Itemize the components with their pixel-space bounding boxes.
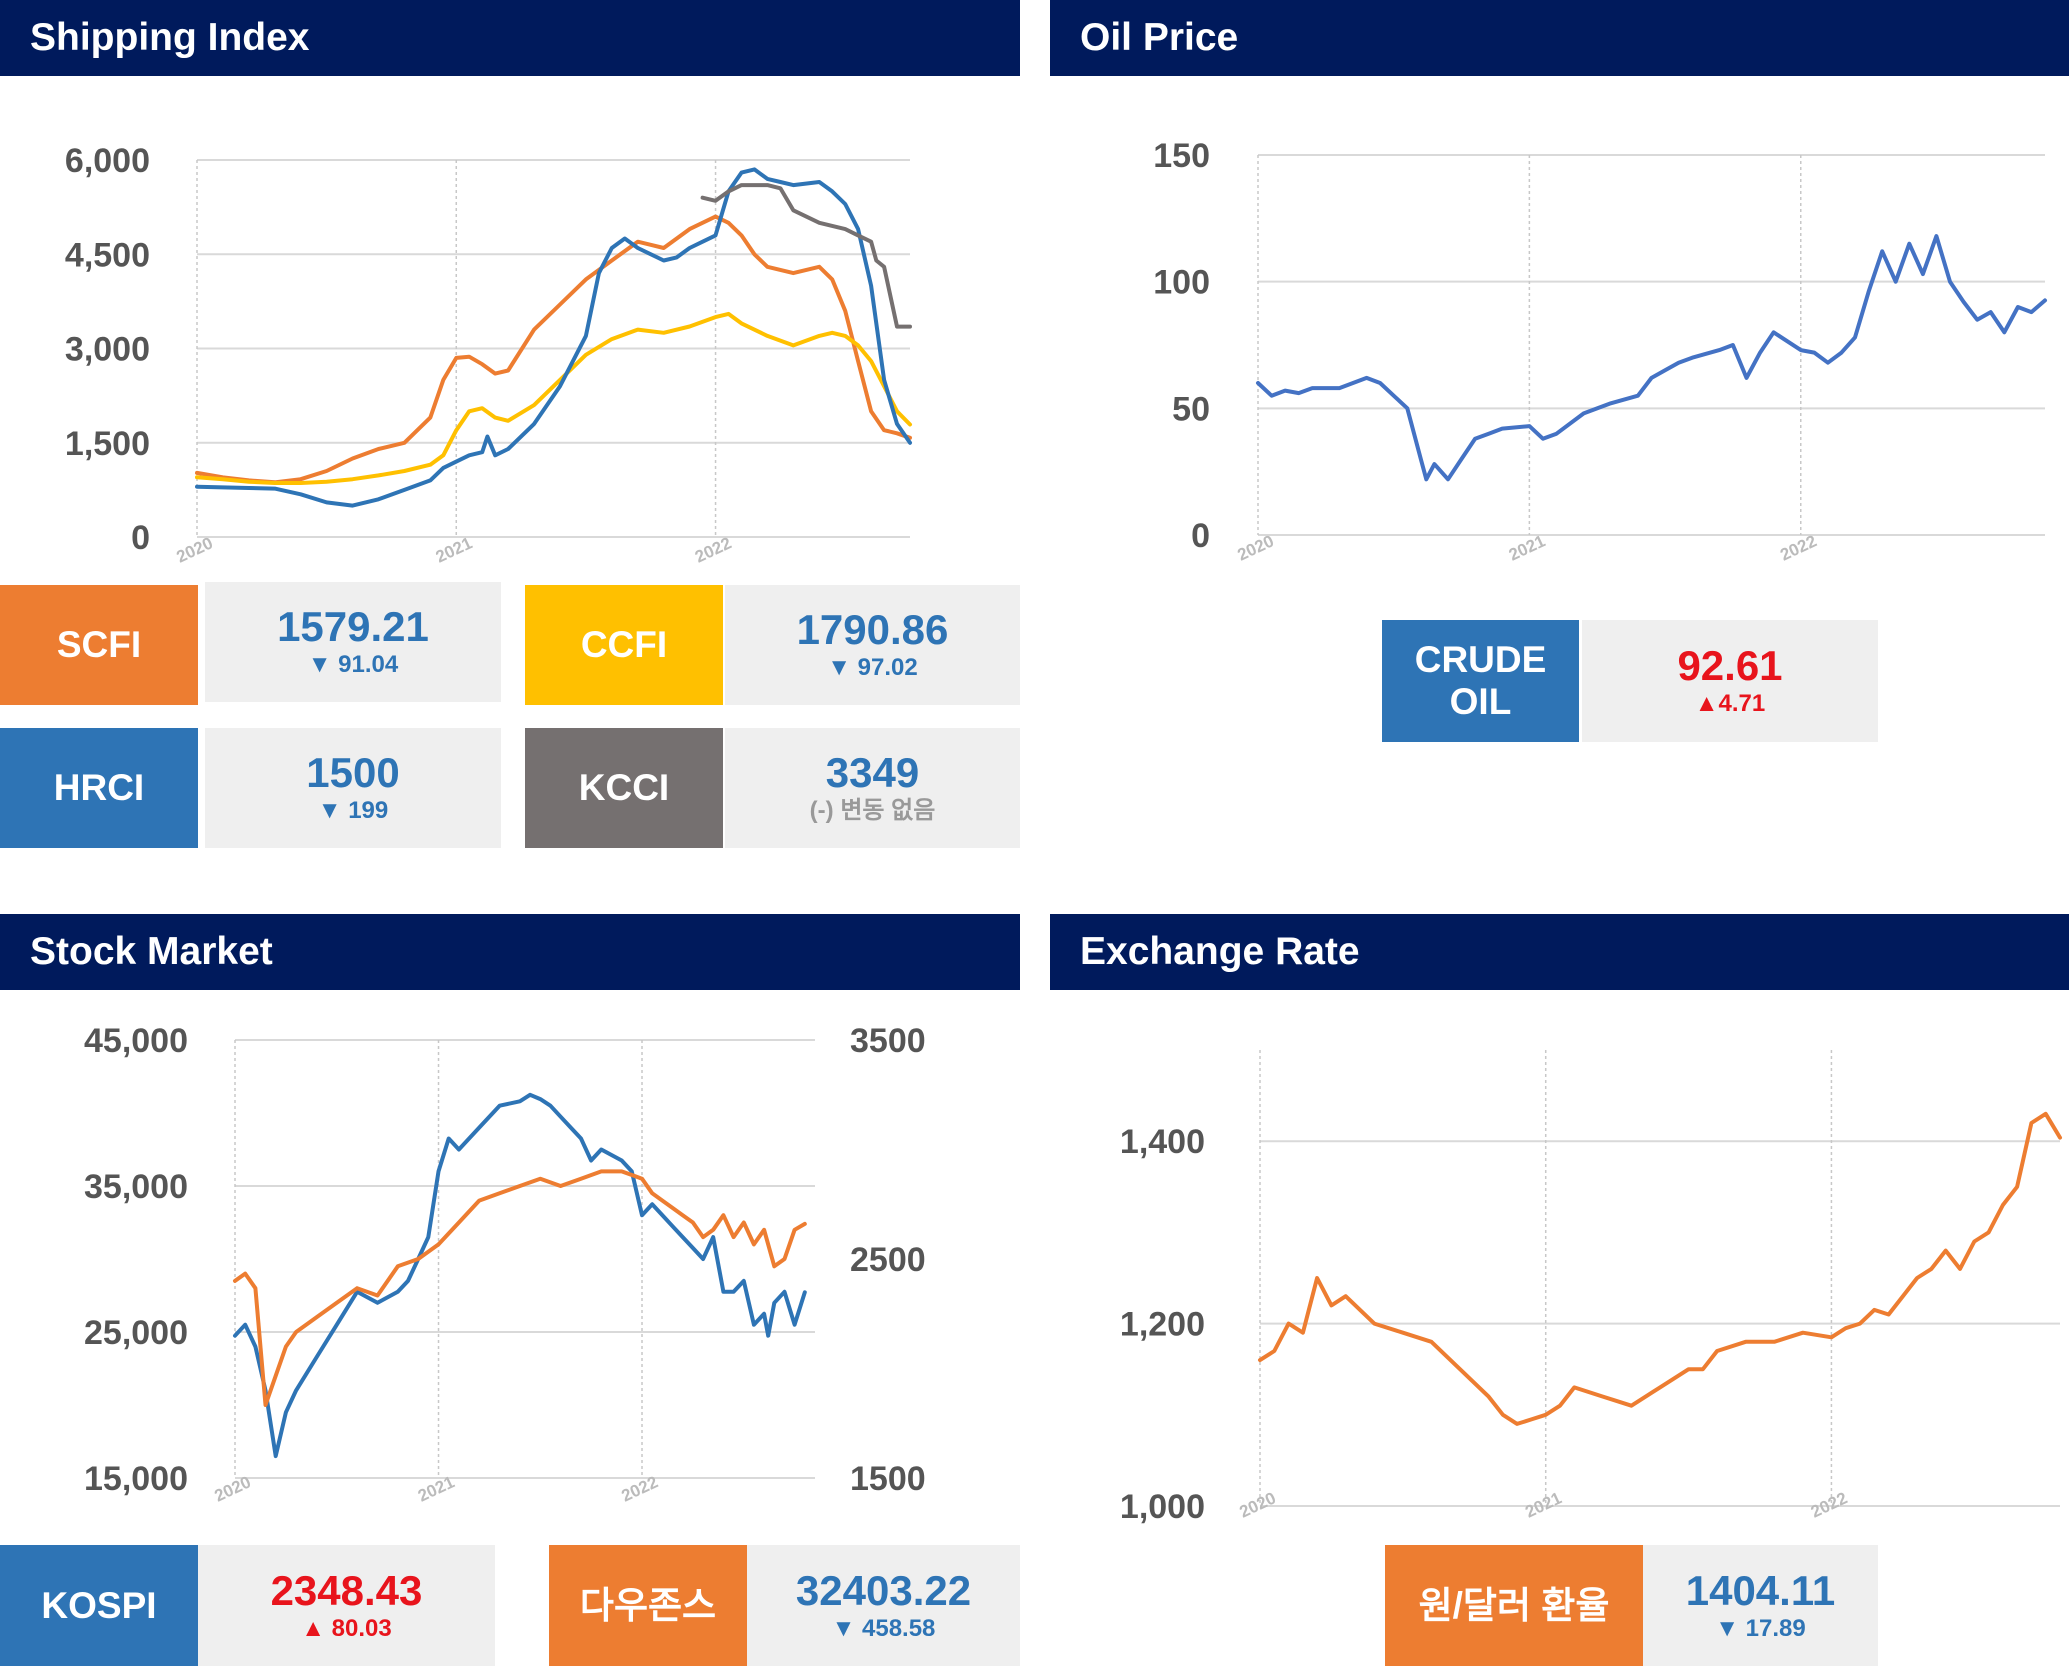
kcci-change: (-) 변동 없음 xyxy=(809,797,936,824)
hrci-label: HRCI xyxy=(53,767,145,808)
dow-label-tile: 다우존스 xyxy=(549,1545,747,1666)
y-tick-label: 1,000 xyxy=(1120,1488,1205,1526)
y-tick-label: 15,000 xyxy=(84,1460,188,1498)
exchange-rate-header: Exchange Rate xyxy=(1050,914,2069,990)
hrci-value-tile: 1500 ▼ 199 xyxy=(205,728,501,848)
y-tick-label: 6,000 xyxy=(65,142,150,180)
scfi-change: ▼ 91.04 xyxy=(307,651,399,678)
x-tick-label: 2020 xyxy=(1237,1488,1279,1521)
x-tick-label: 2022 xyxy=(1808,1488,1850,1521)
y-tick-label: 25,000 xyxy=(84,1314,188,1352)
fx-value: 1404.11 xyxy=(1685,1566,1836,1614)
y-tick-label: 35,000 xyxy=(84,1168,188,1206)
shipping-index-header: Shipping Index xyxy=(0,0,1020,76)
kospi-value: 2348.43 xyxy=(270,1566,423,1614)
y-right-tick-label: 3500 xyxy=(850,1022,926,1060)
x-tick-label: 2021 xyxy=(1522,1488,1564,1521)
crude-oil-change: ▲4.71 xyxy=(1694,690,1766,717)
y-tick-label: 1,200 xyxy=(1120,1306,1205,1344)
y-tick-label: 150 xyxy=(1153,137,1210,175)
kospi-label-tile: KOSPI xyxy=(0,1545,198,1666)
kospi-label: KOSPI xyxy=(41,1584,157,1626)
y-tick-label: 0 xyxy=(131,519,150,557)
ccfi-label: CCFI xyxy=(580,624,668,665)
kcci-label-tile: KCCI xyxy=(525,728,723,848)
ccfi-change: ▼ 97.02 xyxy=(827,654,918,681)
stock-market-header: Stock Market xyxy=(0,914,1020,990)
hrci-value: 1500 xyxy=(306,749,400,796)
y-tick-label: 1,500 xyxy=(65,425,150,463)
kospi-change: ▲ 80.03 xyxy=(301,1614,392,1642)
fx-label: 원/달러 환율 xyxy=(1418,1584,1610,1626)
y-tick-label: 3,000 xyxy=(65,331,150,369)
scfi-value: 1579.21 xyxy=(277,603,429,650)
ccfi-value-tile: 1790.86 ▼ 97.02 xyxy=(725,585,1020,705)
kcci-label: KCCI xyxy=(578,767,670,808)
crude-oil-value-tile: 92.61 ▲4.71 xyxy=(1582,620,1878,742)
kcci-value: 3349 xyxy=(825,749,920,796)
scfi-label-tile: SCFI xyxy=(0,585,198,705)
dow-label: 다우존스 xyxy=(579,1584,717,1626)
series-line-다우존스 xyxy=(233,1169,807,1407)
series-line-원-달러-환율 xyxy=(1258,1111,2062,1426)
y-tick-label: 45,000 xyxy=(84,1022,188,1060)
hrci-change: ▼ 199 xyxy=(317,797,389,824)
y-tick-label: 4,500 xyxy=(65,236,150,274)
series-line-ccfi xyxy=(195,311,912,485)
crude-oil-label: CRUDE OIL xyxy=(1414,639,1547,722)
dow-value: 32403.22 xyxy=(795,1566,972,1614)
ccfi-value: 1790.86 xyxy=(796,606,949,653)
ccfi-label-tile: CCFI xyxy=(525,585,723,705)
series-line-hrci xyxy=(195,167,912,508)
fx-label-tile: 원/달러 환율 xyxy=(1385,1545,1643,1666)
hrci-label-tile: HRCI xyxy=(0,728,198,848)
dow-value-tile: 32403.22 ▼ 458.58 xyxy=(747,1545,1020,1666)
y-right-tick-label: 2500 xyxy=(850,1241,926,1279)
series-line-crude-oil xyxy=(1256,234,2047,482)
y-tick-label: 1,400 xyxy=(1120,1123,1205,1161)
crude-oil-value: 92.61 xyxy=(1677,642,1783,689)
y-tick-label: 100 xyxy=(1153,264,1210,302)
dow-change: ▼ 458.58 xyxy=(831,1614,936,1642)
scfi-value-tile: 1579.21 ▼ 91.04 xyxy=(205,582,501,702)
kcci-value-tile: 3349 (-) 변동 없음 xyxy=(725,728,1020,848)
scfi-label: SCFI xyxy=(56,624,142,665)
series-line-kcci xyxy=(700,183,912,329)
oil-price-header: Oil Price xyxy=(1050,0,2069,76)
fx-value-tile: 1404.11 ▼ 17.89 xyxy=(1643,1545,1878,1666)
y-tick-label: 0 xyxy=(1191,517,1210,555)
y-tick-label: 50 xyxy=(1172,390,1210,428)
crude-oil-label-tile: CRUDE OIL xyxy=(1382,620,1579,742)
fx-change: ▼ 17.89 xyxy=(1715,1614,1806,1642)
series-line-kospi xyxy=(233,1092,807,1459)
kospi-value-tile: 2348.43 ▲ 80.03 xyxy=(198,1545,495,1666)
y-right-tick-label: 1500 xyxy=(850,1460,926,1498)
